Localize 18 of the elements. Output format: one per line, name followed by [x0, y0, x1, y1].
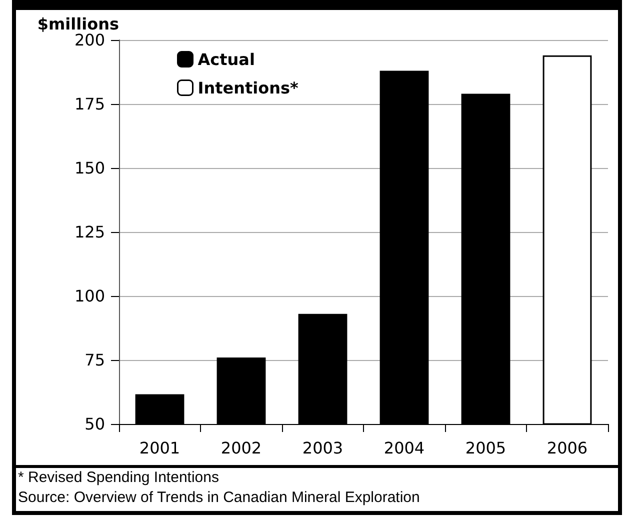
text: * Revised Spending Intentions — [18, 468, 220, 488]
y-tick-label: 100 — [74, 286, 105, 306]
x-tick-label: 2004 — [384, 438, 425, 458]
x-tick-label: 2002 — [220, 438, 262, 458]
y-tick-label: 150 — [74, 158, 105, 178]
y-tick-label: 125 — [74, 222, 105, 242]
y-tick-label: 200 — [74, 30, 105, 50]
source-note: Source: Overview of Trends in Canadian Mineral Exploration — [18, 488, 421, 508]
y-tick-label: 175 — [74, 94, 105, 114]
legend-label: Actual — [198, 50, 255, 69]
y-tick-label: 75 — [84, 350, 105, 370]
y-axis-title: $millions — [37, 14, 119, 34]
y-tick-label: 50 — [84, 414, 105, 434]
x-tick-label: 2001 — [139, 438, 180, 458]
x-tick-label: 2006 — [546, 438, 588, 458]
x-tick-label: 2005 — [465, 438, 506, 458]
x-tick-label: 2003 — [302, 438, 344, 458]
legend-label: Intentions* — [198, 78, 300, 98]
